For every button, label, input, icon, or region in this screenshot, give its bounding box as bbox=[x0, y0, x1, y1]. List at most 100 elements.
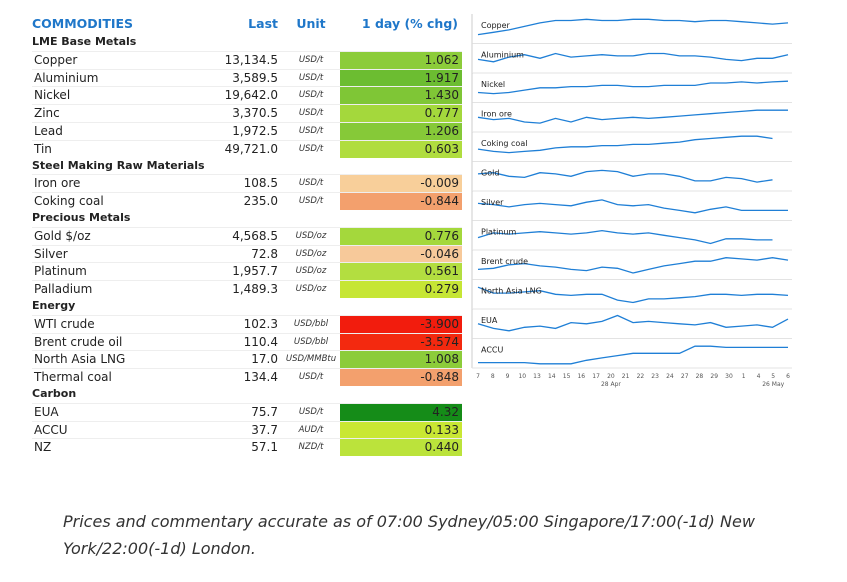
last-price: 72.8 bbox=[222, 244, 282, 263]
sparkline-series bbox=[477, 109, 788, 124]
last-price: 1,972.5 bbox=[222, 121, 282, 141]
commodity-name: Nickel bbox=[32, 86, 222, 105]
sparkline-label: Gold bbox=[481, 169, 499, 178]
table-row: Thermal coal 134.4 USD/t -0.848 bbox=[32, 368, 462, 386]
commodity-name: Gold $/oz bbox=[32, 226, 222, 246]
unit-label: USD/oz bbox=[282, 244, 340, 263]
sparkline-series bbox=[477, 18, 789, 36]
commodity-name: North Asia LNG bbox=[32, 350, 222, 369]
commodity-name: Platinum bbox=[32, 262, 222, 281]
section-title: Carbon bbox=[32, 386, 77, 400]
change-percent: 0.279 bbox=[340, 280, 462, 298]
x-tick-label: 21 bbox=[622, 373, 630, 380]
sparkline-series bbox=[477, 199, 788, 214]
sparkline-chart: Copper Aluminium Nickel Iron ore Coking coal… bbox=[471, 14, 792, 388]
section-header-row: Energy bbox=[32, 298, 462, 315]
commodity-name: Tin bbox=[32, 139, 222, 158]
last-price: 3,589.5 bbox=[222, 68, 282, 87]
table-row: Nickel 19,642.0 USD/t 1.430 bbox=[32, 86, 462, 105]
x-tick-label: 6 bbox=[786, 373, 790, 380]
sparkline-aluminium: Aluminium bbox=[471, 43, 792, 74]
section-title: Steel Making Raw Materials bbox=[32, 158, 205, 172]
sparkline-series bbox=[477, 229, 773, 245]
x-tick-label: 16 bbox=[577, 373, 585, 380]
x-date-label: 26 May bbox=[762, 381, 784, 388]
last-price: 108.5 bbox=[222, 174, 282, 193]
x-date-label: 28 Apr bbox=[601, 381, 621, 388]
commodity-name: Copper bbox=[32, 50, 222, 70]
change-percent: 1.062 bbox=[340, 50, 462, 70]
commodity-name: Zinc bbox=[32, 104, 222, 123]
change-percent: -3.900 bbox=[340, 314, 462, 334]
table-body: LME Base Metals Copper 13,134.5 USD/t 1.062 A… bbox=[32, 34, 462, 457]
sparkline-label: Silver bbox=[481, 198, 504, 207]
sparkline-label: North Asia LNG bbox=[481, 287, 542, 296]
unit-label: USD/t bbox=[282, 402, 340, 422]
commodity-name: Aluminium bbox=[32, 68, 222, 87]
sparkline-label: EUA bbox=[481, 316, 498, 325]
sparkline-copper: Copper bbox=[471, 14, 792, 44]
unit-label: USD/bbl bbox=[282, 332, 340, 351]
change-percent: 1.430 bbox=[340, 86, 462, 105]
table-row: Silver 72.8 USD/oz -0.046 bbox=[32, 244, 462, 263]
price-timing-note: Prices and commentary accurate as of 07:… bbox=[63, 512, 755, 558]
sparkline-series bbox=[477, 52, 789, 63]
unit-label: NZD/t bbox=[282, 438, 340, 457]
sparkline-label: ACCU bbox=[481, 346, 504, 355]
unit-label: AUD/t bbox=[282, 420, 340, 439]
table-row: North Asia LNG 17.0 USD/MMBtu 1.008 bbox=[32, 350, 462, 369]
last-price: 13,134.5 bbox=[222, 50, 282, 70]
table-row: Palladium 1,489.3 USD/oz 0.279 bbox=[32, 280, 462, 298]
sparkline-silver: Silver bbox=[471, 191, 792, 221]
commodity-name: Palladium bbox=[32, 280, 222, 298]
x-tick-label: 8 bbox=[491, 373, 495, 380]
x-tick-label: 24 bbox=[666, 373, 674, 380]
last-price: 3,370.5 bbox=[222, 104, 282, 123]
x-tick-label: 29 bbox=[710, 373, 718, 380]
table-row: Coking coal 235.0 USD/t -0.844 bbox=[32, 192, 462, 210]
change-percent: 0.133 bbox=[340, 420, 462, 439]
sparkline-label: Nickel bbox=[481, 80, 505, 89]
x-tick-label: 22 bbox=[637, 373, 645, 380]
x-tick-label: 15 bbox=[563, 373, 571, 380]
x-tick-label: 9 bbox=[506, 373, 510, 380]
section-header-row: LME Base Metals bbox=[32, 34, 462, 51]
change-percent: 0.776 bbox=[340, 226, 462, 246]
last-price: 4,568.5 bbox=[222, 226, 282, 246]
sparkline-label: Iron ore bbox=[481, 110, 512, 119]
sparkline-brent-crude: Brent crude bbox=[471, 250, 792, 280]
sparkline-series bbox=[477, 257, 789, 274]
table-row: Gold $/oz 4,568.5 USD/oz 0.776 bbox=[32, 226, 462, 246]
last-price: 110.4 bbox=[222, 332, 282, 351]
section-title: Precious Metals bbox=[32, 210, 131, 224]
unit-label: USD/MMBtu bbox=[282, 350, 340, 369]
sparkline-accu: ACCU bbox=[471, 338, 792, 369]
last-price: 57.1 bbox=[222, 438, 282, 457]
last-price: 1,957.7 bbox=[222, 262, 282, 281]
table-header-row: COMMODITIES Last Unit 1 day (% chg) bbox=[32, 14, 462, 34]
change-percent: -0.848 bbox=[340, 368, 462, 386]
commodity-name: Coking coal bbox=[32, 192, 222, 210]
table-row: Aluminium 3,589.5 USD/t 1.917 bbox=[32, 68, 462, 87]
x-tick-label: 10 bbox=[518, 373, 526, 380]
table-row: ACCU 37.7 AUD/t 0.133 bbox=[32, 420, 462, 439]
commodity-name: Silver bbox=[32, 244, 222, 263]
change-percent: 0.777 bbox=[340, 104, 462, 123]
unit-label: USD/t bbox=[282, 192, 340, 210]
sparkline-platinum: Platinum bbox=[471, 220, 792, 251]
table-row: Copper 13,134.5 USD/t 1.062 bbox=[32, 50, 462, 70]
sparkline-nickel: Nickel bbox=[471, 73, 792, 103]
sparkline-series bbox=[477, 80, 789, 95]
sparkline-north-asia-lng: North Asia LNG bbox=[471, 279, 792, 310]
table-row: Zinc 3,370.5 USD/t 0.777 bbox=[32, 104, 462, 123]
unit-label: USD/t bbox=[282, 50, 340, 70]
unit-label: USD/oz bbox=[282, 280, 340, 298]
sparkline-series bbox=[477, 169, 773, 183]
header-1day-change: 1 day (% chg) bbox=[361, 16, 458, 31]
x-tick-label: 14 bbox=[548, 373, 556, 380]
last-price: 17.0 bbox=[222, 350, 282, 369]
change-percent: -0.844 bbox=[340, 192, 462, 210]
commodities-table: COMMODITIES Last Unit 1 day (% chg) LME … bbox=[32, 14, 462, 457]
unit-label: USD/t bbox=[282, 86, 340, 105]
x-tick-label: 30 bbox=[725, 373, 733, 380]
